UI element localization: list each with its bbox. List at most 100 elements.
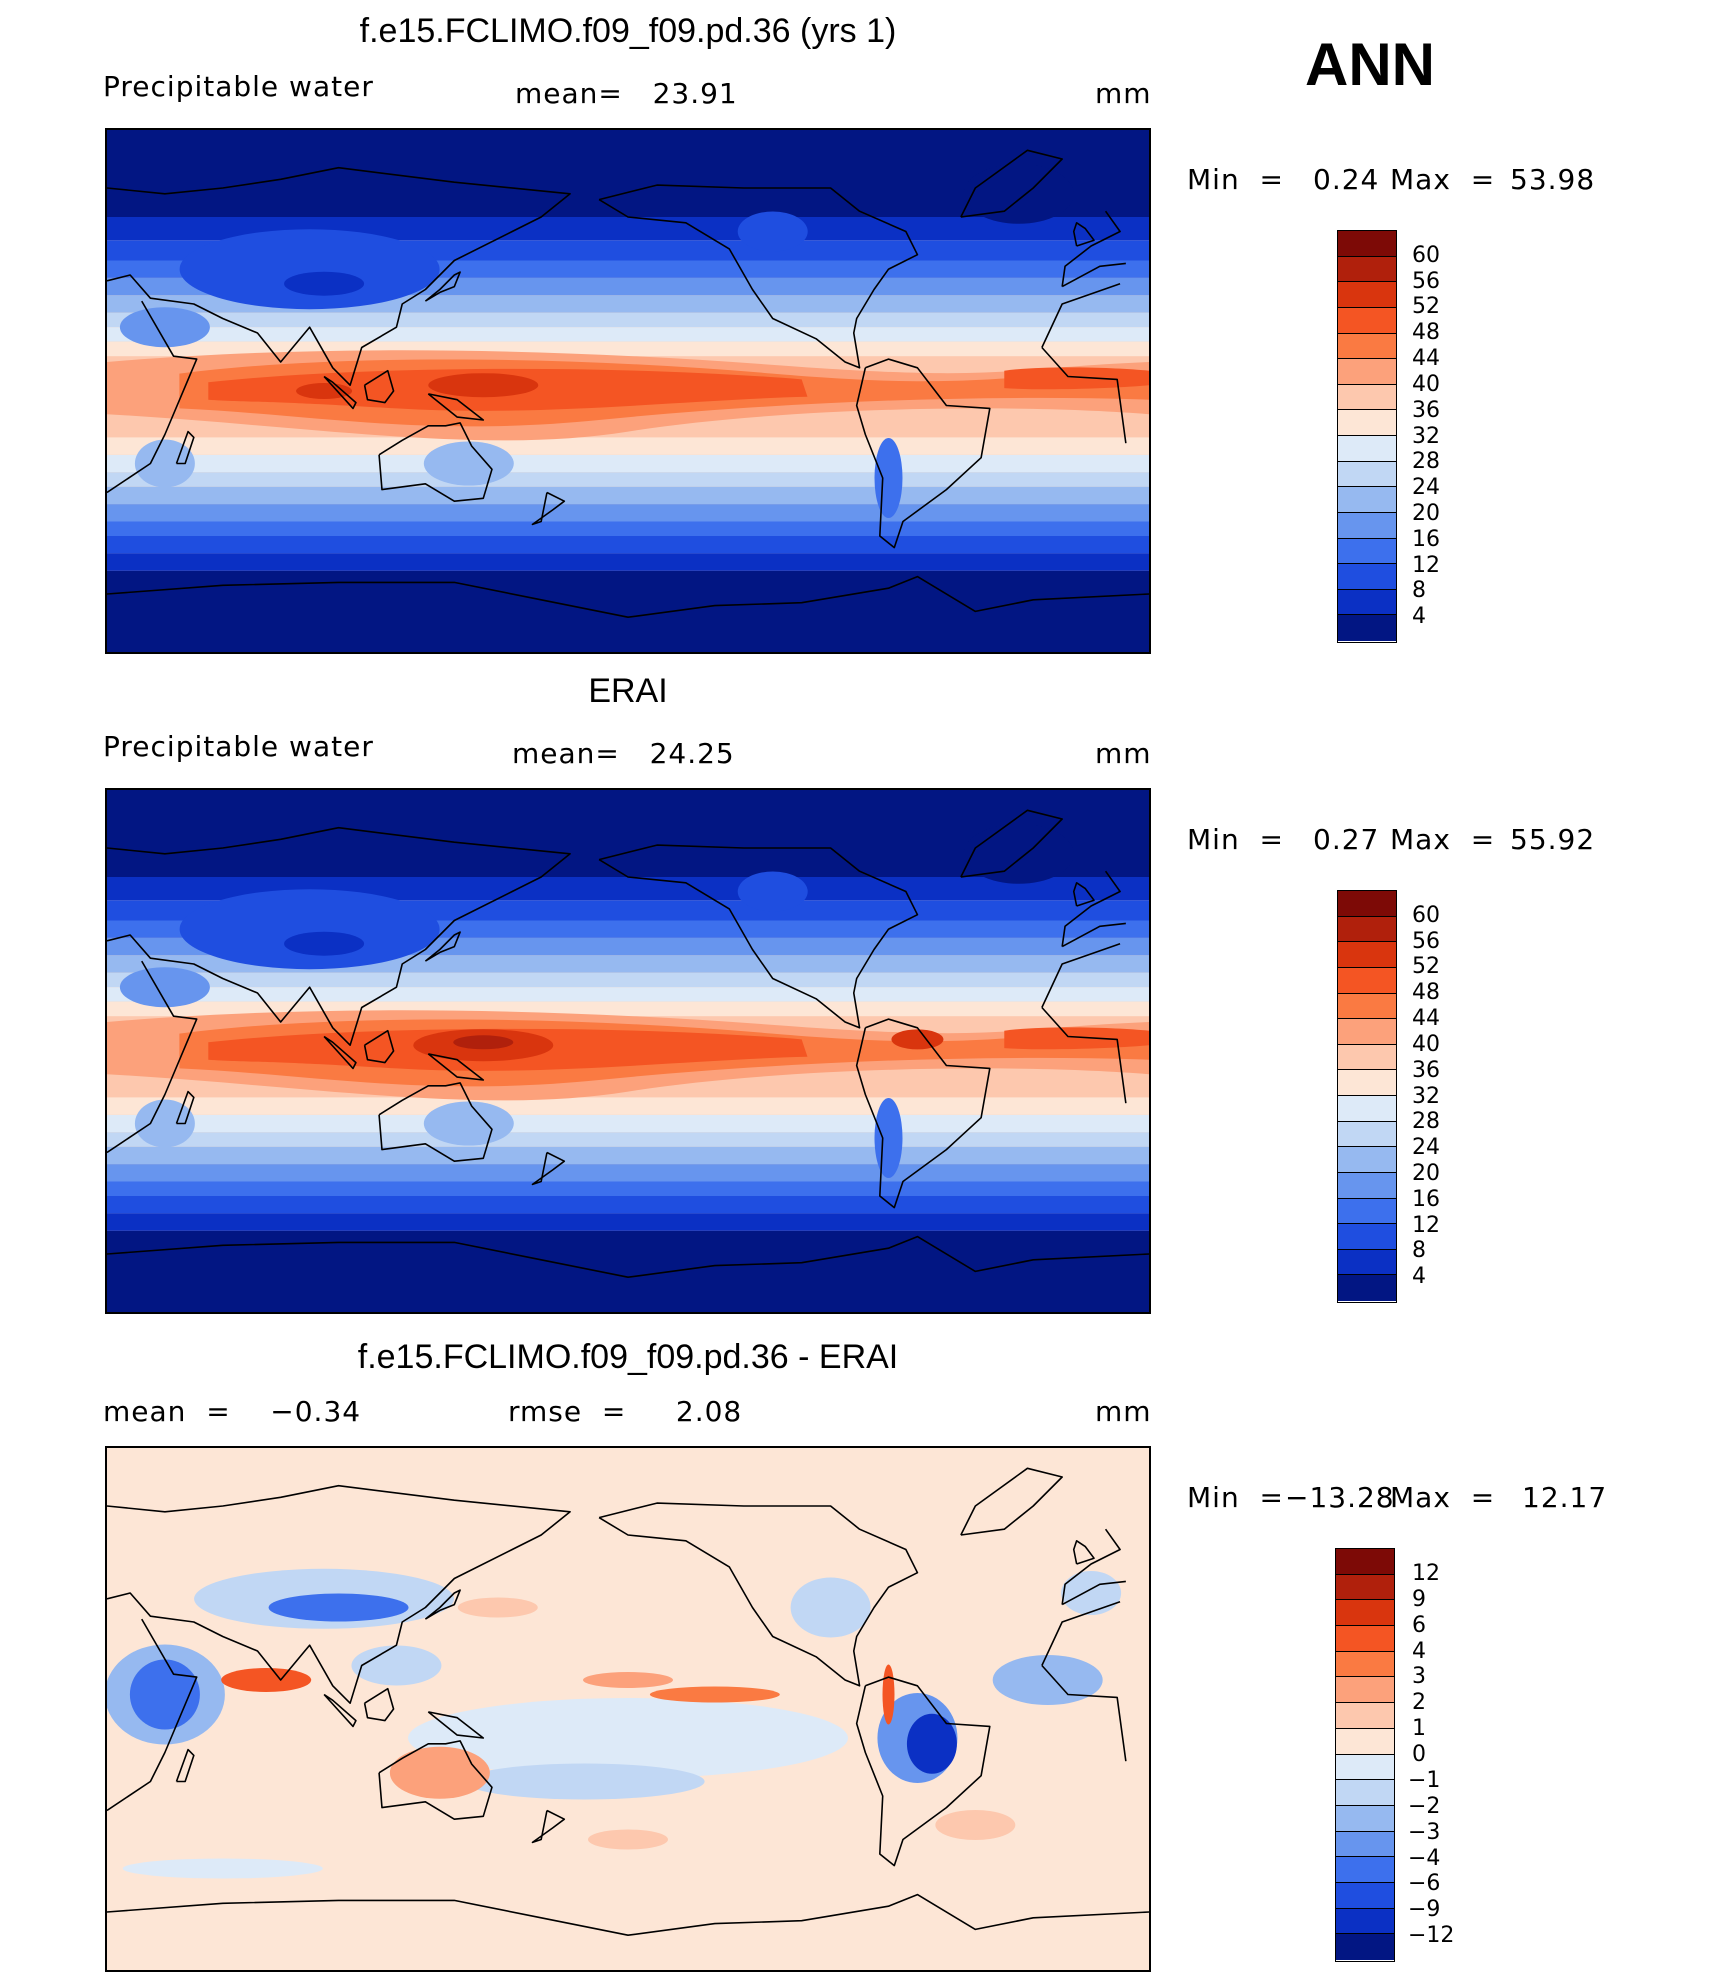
colorbar-tick-label: 24 bbox=[1412, 475, 1440, 501]
colorbar-swatch bbox=[1338, 487, 1396, 513]
colorbar-swatch bbox=[1336, 1651, 1394, 1678]
colorbar-swatch bbox=[1336, 1805, 1394, 1832]
colorbar-tick-label: 16 bbox=[1412, 1186, 1440, 1212]
panel1-title: f.e15.FCLIMO.f09_f09.pd.36 (yrs 1) bbox=[359, 12, 897, 50]
panel3-min-label: Min = bbox=[1187, 1481, 1284, 1514]
colorbar-tick-label: 36 bbox=[1412, 397, 1440, 423]
panel3-colorbar bbox=[1335, 1548, 1395, 1962]
colorbar-swatch bbox=[1338, 1275, 1396, 1301]
colorbar-swatch bbox=[1338, 282, 1396, 308]
panel1-max-label: Max = bbox=[1390, 163, 1496, 196]
colorbar-swatch bbox=[1338, 1147, 1396, 1173]
colorbar-swatch bbox=[1336, 1728, 1394, 1755]
panel3-map-svg bbox=[107, 1448, 1149, 1970]
colorbar-swatch bbox=[1336, 1831, 1394, 1858]
colorbar-swatch bbox=[1338, 1019, 1396, 1045]
colorbar-tick-label: 28 bbox=[1412, 449, 1440, 475]
colorbar-tick-label: −9 bbox=[1408, 1897, 1441, 1923]
colorbar-tick-label: 28 bbox=[1412, 1109, 1440, 1135]
colorbar-tick-label: 32 bbox=[1412, 423, 1440, 449]
colorbar-tick-label: 12 bbox=[1412, 1560, 1440, 1586]
panel2-variable-label: Precipitable water bbox=[103, 730, 374, 763]
colorbar-tick-label: 60 bbox=[1412, 242, 1440, 268]
colorbar-swatch bbox=[1338, 1198, 1396, 1225]
colorbar-swatch bbox=[1338, 891, 1396, 917]
panel1-min-label: Min = bbox=[1187, 163, 1284, 196]
colorbar-tick-label: −12 bbox=[1408, 1923, 1455, 1949]
colorbar-swatch bbox=[1338, 967, 1396, 994]
colorbar-tick-label: 1 bbox=[1412, 1716, 1426, 1742]
colorbar-swatch bbox=[1338, 461, 1396, 488]
panel1-variable-label: Precipitable water bbox=[103, 70, 374, 103]
colorbar-swatch bbox=[1336, 1882, 1394, 1909]
colorbar-tick-label: 3 bbox=[1412, 1664, 1426, 1690]
season-label: ANN bbox=[1305, 31, 1435, 98]
colorbar-tick-label: 8 bbox=[1412, 578, 1426, 604]
panel3-mean-label: mean = −0.34 bbox=[103, 1395, 362, 1428]
colorbar-tick-label: 56 bbox=[1412, 268, 1440, 294]
colorbar-tick-label: 36 bbox=[1412, 1057, 1440, 1083]
colorbar-swatch bbox=[1338, 942, 1396, 968]
colorbar-swatch bbox=[1338, 589, 1396, 616]
colorbar-tick-label: 12 bbox=[1412, 552, 1440, 578]
colorbar-swatch bbox=[1336, 1626, 1394, 1652]
panel3-rmse-label: rmse = 2.08 bbox=[508, 1395, 743, 1428]
colorbar-swatch bbox=[1336, 1549, 1394, 1575]
colorbar-swatch bbox=[1338, 1044, 1396, 1071]
colorbar-swatch bbox=[1338, 993, 1396, 1020]
colorbar-swatch bbox=[1336, 1600, 1394, 1627]
panel1-map bbox=[105, 128, 1151, 654]
colorbar-tick-label: 32 bbox=[1412, 1083, 1440, 1109]
colorbar-tick-label: 24 bbox=[1412, 1135, 1440, 1161]
panel1-map-svg bbox=[107, 130, 1149, 652]
panel3-units: mm bbox=[1095, 1395, 1152, 1428]
colorbar-tick-label: 52 bbox=[1412, 954, 1440, 980]
panel3-min-value: −13.28 bbox=[1285, 1481, 1395, 1514]
colorbar-swatch bbox=[1338, 916, 1396, 943]
colorbar-swatch bbox=[1336, 1677, 1394, 1704]
panel1-min-value: 0.24 bbox=[1313, 163, 1380, 196]
panel3-title: f.e15.FCLIMO.f09_f09.pd.36 - ERAI bbox=[357, 1338, 899, 1376]
colorbar-swatch bbox=[1338, 333, 1396, 360]
colorbar-swatch bbox=[1338, 384, 1396, 411]
colorbar-tick-label: 40 bbox=[1412, 1031, 1440, 1057]
colorbar-swatch bbox=[1338, 231, 1396, 257]
panel3-max-label: Max = bbox=[1390, 1481, 1496, 1514]
colorbar-swatch bbox=[1338, 359, 1396, 385]
colorbar-tick-label: −6 bbox=[1408, 1871, 1441, 1897]
colorbar-tick-label: 52 bbox=[1412, 294, 1440, 320]
colorbar-swatch bbox=[1336, 1934, 1394, 1960]
panel3-map bbox=[105, 1446, 1151, 1972]
colorbar-tick-label: 4 bbox=[1412, 1264, 1426, 1290]
colorbar-tick-label: 60 bbox=[1412, 902, 1440, 928]
panel2-max-label: Max = bbox=[1390, 823, 1496, 856]
colorbar-swatch bbox=[1338, 512, 1396, 539]
panel2-map-svg bbox=[107, 790, 1149, 1312]
colorbar-tick-label: 56 bbox=[1412, 928, 1440, 954]
colorbar-tick-label: 0 bbox=[1412, 1742, 1426, 1767]
colorbar-tick-label: 48 bbox=[1412, 320, 1440, 346]
colorbar-tick-label: −4 bbox=[1408, 1845, 1441, 1871]
panel2-colorbar bbox=[1337, 890, 1397, 1303]
colorbar-swatch bbox=[1336, 1780, 1394, 1806]
colorbar-tick-label: 2 bbox=[1412, 1690, 1426, 1716]
colorbar-swatch bbox=[1338, 538, 1396, 565]
colorbar-tick-label: 44 bbox=[1412, 346, 1440, 372]
colorbar-tick-label: 6 bbox=[1412, 1612, 1426, 1638]
panel1-units: mm bbox=[1095, 77, 1152, 110]
colorbar-swatch bbox=[1338, 1224, 1396, 1250]
colorbar-swatch bbox=[1336, 1703, 1394, 1729]
colorbar-swatch bbox=[1338, 615, 1396, 641]
colorbar-tick-label: 12 bbox=[1412, 1212, 1440, 1238]
panel1-colorbar bbox=[1337, 230, 1397, 643]
colorbar-swatch bbox=[1338, 1249, 1396, 1276]
colorbar-tick-label: 4 bbox=[1412, 1638, 1426, 1664]
colorbar-swatch bbox=[1338, 1172, 1396, 1199]
panel2-units: mm bbox=[1095, 737, 1152, 770]
colorbar-tick-label: 16 bbox=[1412, 526, 1440, 552]
colorbar-tick-label: 20 bbox=[1412, 500, 1440, 526]
colorbar-swatch bbox=[1336, 1857, 1394, 1883]
colorbar-tick-label: 4 bbox=[1412, 604, 1426, 630]
colorbar-tick-label: 40 bbox=[1412, 371, 1440, 397]
colorbar-swatch bbox=[1338, 1121, 1396, 1148]
